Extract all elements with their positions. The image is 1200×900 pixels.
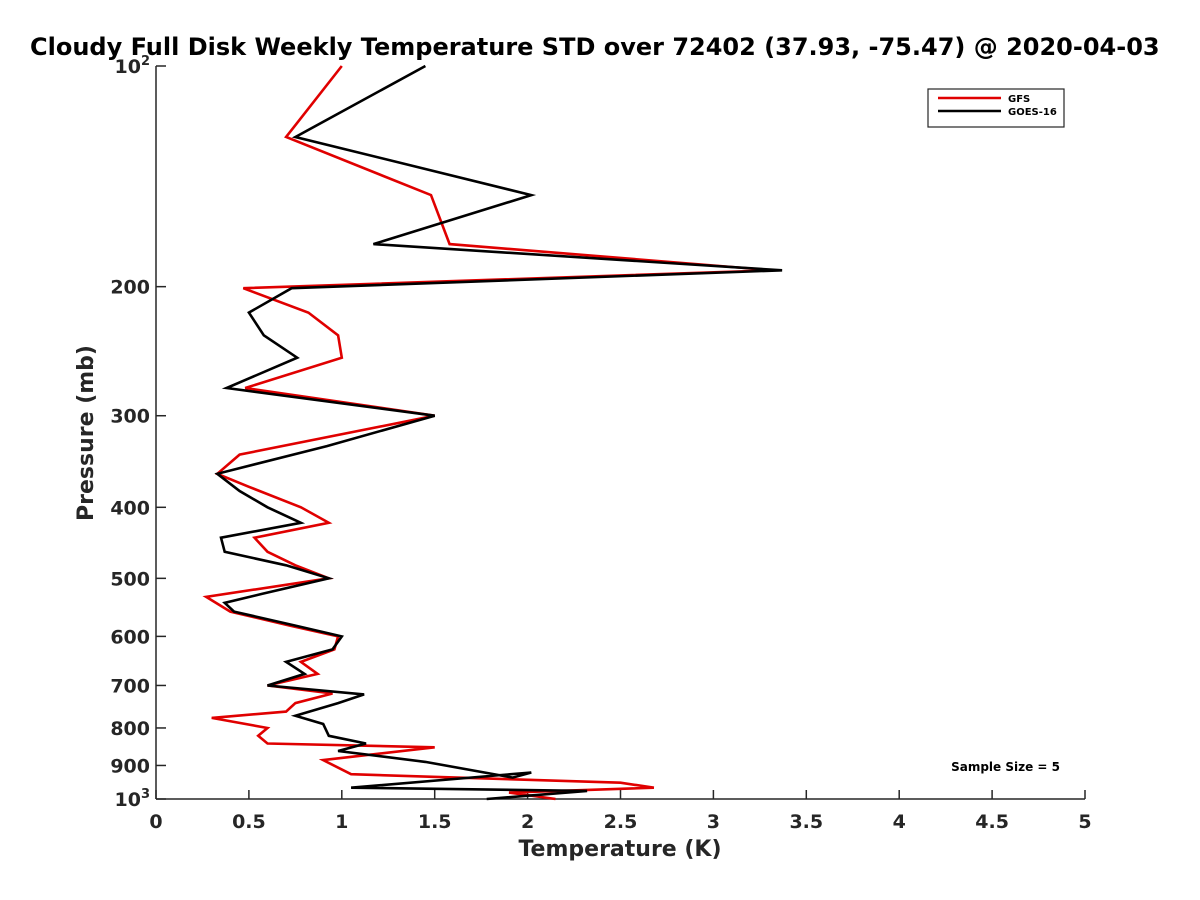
y-tick-label: 900 <box>110 755 150 777</box>
x-tick-label: 5 <box>1078 811 1091 833</box>
y-tick-label: 600 <box>110 626 150 648</box>
sample-size-annotation: Sample Size = 5 <box>951 760 1060 774</box>
series-line-goes-16 <box>214 64 783 801</box>
y-tick-label: 400 <box>110 497 150 519</box>
series-line-gfs <box>202 65 774 801</box>
legend: GFS GOES-16 <box>927 88 1065 128</box>
x-tick-label: 2 <box>521 811 534 833</box>
x-tick-label: 1 <box>335 811 348 833</box>
x-tick-label: 0.5 <box>232 811 266 833</box>
legend-label-gfs: GFS <box>1008 94 1030 105</box>
x-tick-label: 1.5 <box>418 811 452 833</box>
x-tick-label: 2.5 <box>604 811 638 833</box>
legend-label-goes-16: GOES-16 <box>1008 107 1057 118</box>
x-tick-label: 4.5 <box>975 811 1009 833</box>
y-tick-label: 300 <box>110 406 150 428</box>
y-tick-label: 200 <box>110 277 150 299</box>
y-tick-label: 102 <box>115 54 151 78</box>
plot-area: 0 0.5 1 1.5 2 2.5 3 3.5 4 4.5 5 102 200 300 400 500 600 7… <box>110 54 1091 833</box>
y-tick-label: 103 <box>115 787 151 811</box>
y-tick-label: 500 <box>110 568 150 590</box>
y-axis-label: Pressure (mb) <box>74 345 99 521</box>
y-tick-label: 800 <box>110 718 150 740</box>
x-tick-label: 0 <box>149 811 162 833</box>
x-tick-label: 3.5 <box>789 811 823 833</box>
chart-title: Cloudy Full Disk Weekly Temperature STD … <box>30 33 1160 61</box>
y-tick-label: 700 <box>110 675 150 697</box>
x-tick-label: 3 <box>707 811 720 833</box>
legend-box <box>927 88 1065 128</box>
x-axis-label: Temperature (K) <box>518 837 721 862</box>
x-tick-label: 4 <box>893 811 906 833</box>
